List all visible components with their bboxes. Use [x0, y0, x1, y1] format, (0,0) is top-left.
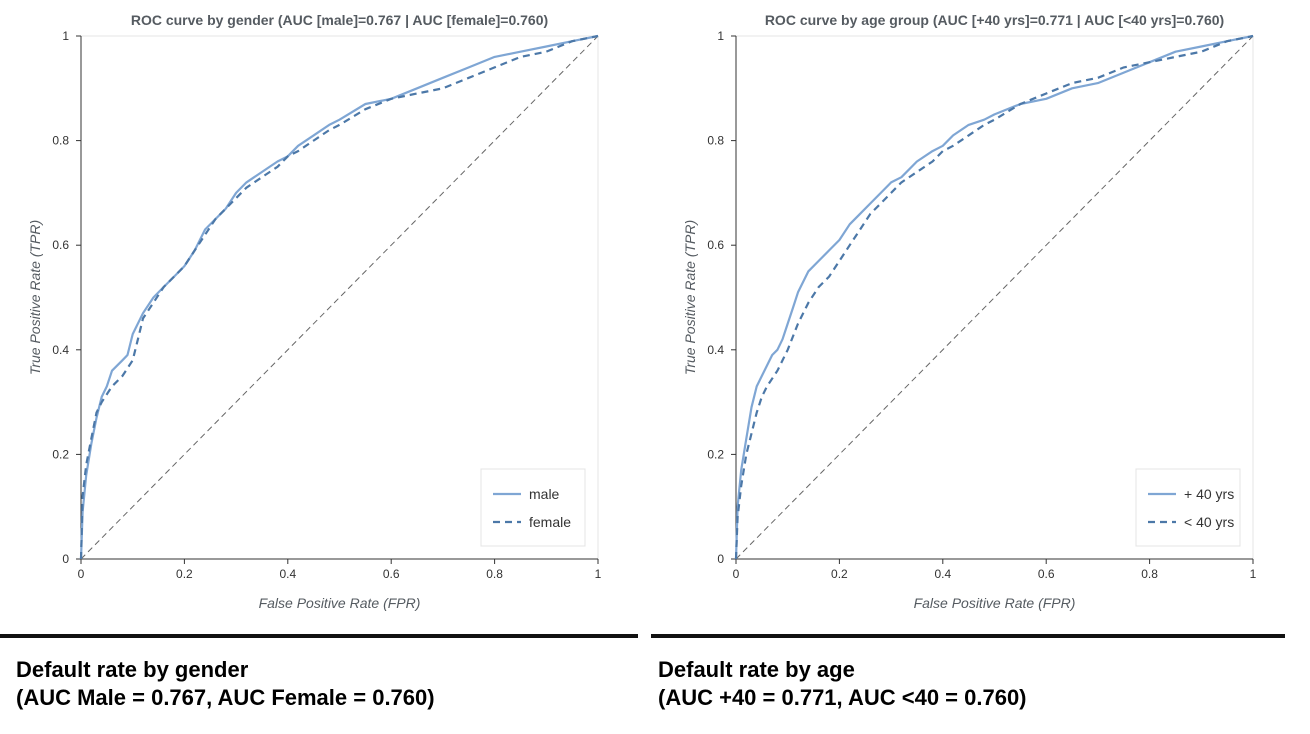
y-tick-label: 1: [717, 29, 724, 43]
legend-box: [480, 468, 586, 547]
y-axis-label: True Positive Rate (TPR): [682, 220, 698, 375]
x-tick-label: 0: [733, 567, 740, 581]
y-tick-label: 0.8: [707, 134, 724, 148]
x-tick-label: 0.6: [1038, 567, 1055, 581]
x-tick-label: 1: [595, 567, 602, 581]
caption-title: Default rate by gender: [16, 657, 249, 682]
x-axis-label: False Positive Rate (FPR): [914, 595, 1076, 611]
x-tick-label: 0.8: [486, 567, 503, 581]
series-line-0: [734, 34, 1254, 560]
x-tick-label: 0.2: [831, 567, 848, 581]
divider-rule: [651, 634, 1285, 638]
age-roc-panel: ROC curve by age group (AUC [+40 yrs]=0.…: [651, 0, 1310, 734]
divider-rule: [0, 634, 638, 638]
series-line-1: [79, 34, 599, 560]
x-tick-label: 1: [1250, 567, 1257, 581]
age-caption: Default rate by age (AUC +40 = 0.771, AU…: [658, 656, 1027, 712]
legend-label: male: [529, 486, 560, 502]
x-tick-label: 0.4: [934, 567, 951, 581]
y-tick-label: 0.8: [52, 134, 69, 148]
x-axis-label: False Positive Rate (FPR): [259, 595, 421, 611]
x-tick-label: 0.2: [176, 567, 193, 581]
legend-label: female: [529, 514, 571, 530]
legend-label: < 40 yrs: [1184, 514, 1234, 530]
y-axis-label: True Positive Rate (TPR): [27, 220, 43, 375]
y-tick-label: 1: [62, 29, 69, 43]
legend-box: [1135, 468, 1241, 547]
y-tick-label: 0.4: [707, 343, 724, 357]
chart-title: ROC curve by age group (AUC [+40 yrs]=0.…: [765, 12, 1224, 28]
x-tick-label: 0.6: [383, 567, 400, 581]
caption-auc: (AUC Male = 0.767, AUC Female = 0.760): [16, 685, 435, 710]
age-roc-chart: ROC curve by age group (AUC [+40 yrs]=0.…: [682, 12, 1257, 611]
y-tick-label: 0: [717, 552, 724, 566]
y-tick-label: 0.2: [52, 447, 69, 461]
y-tick-label: 0.2: [707, 447, 724, 461]
x-tick-label: 0.4: [279, 567, 296, 581]
gender-roc-chart: ROC curve by gender (AUC [male]=0.767 | …: [27, 12, 602, 611]
gender-roc-panel: ROC curve by gender (AUC [male]=0.767 | …: [0, 12, 638, 712]
series-line-1: [734, 34, 1254, 560]
gender-caption: Default rate by gender (AUC Male = 0.767…: [16, 656, 435, 712]
caption-auc: (AUC +40 = 0.771, AUC <40 = 0.760): [658, 685, 1027, 710]
chance-diagonal-line: [80, 35, 599, 560]
y-tick-label: 0.4: [52, 343, 69, 357]
legend-label: + 40 yrs: [1184, 486, 1234, 502]
chart-title: ROC curve by gender (AUC [male]=0.767 | …: [131, 12, 548, 28]
chance-diagonal-line: [735, 35, 1254, 560]
x-tick-label: 0: [78, 567, 85, 581]
y-tick-label: 0.6: [52, 238, 69, 252]
x-tick-label: 0.8: [1141, 567, 1158, 581]
caption-title: Default rate by age: [658, 657, 855, 682]
y-tick-label: 0.6: [707, 238, 724, 252]
series-line-0: [79, 34, 599, 560]
y-tick-label: 0: [62, 552, 69, 566]
